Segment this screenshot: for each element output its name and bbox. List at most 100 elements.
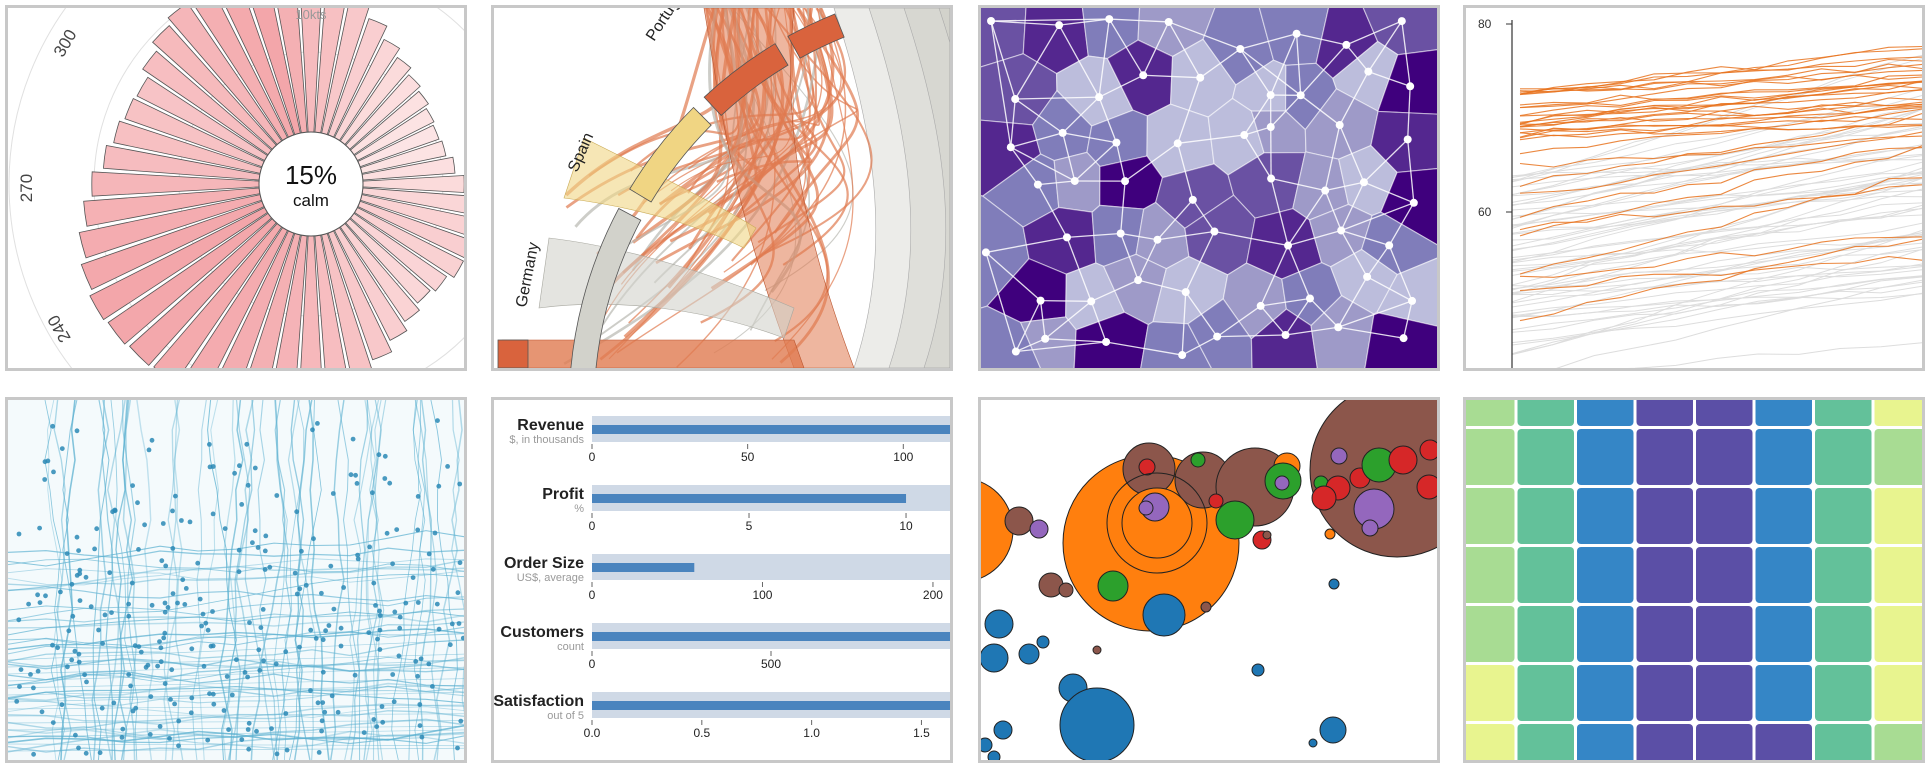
delaunay-edge [1217,334,1286,338]
data-point [371,717,377,722]
background-series [1511,172,1922,227]
data-point [157,724,163,729]
voronoi-cell [1099,155,1164,210]
data-point [353,472,358,478]
data-point [284,747,290,753]
background-series [1511,263,1922,304]
heatmap-cell [1517,488,1574,544]
data-point [170,591,176,596]
voronoi-site [1406,82,1415,91]
background-series [1511,159,1922,188]
data-point [205,627,211,633]
data-point [130,483,135,488]
data-point [76,659,82,665]
data-point [229,692,235,698]
bullet-chart: Revenue$, in thousands 0 50 100 Profit% 0 5 10 O… [494,416,950,740]
y-tick-60: 60 [1478,205,1492,219]
delaunay-edge [1120,181,1126,234]
heatmap-cell [1466,488,1515,544]
radial-wind-chart: 15% calm 10kts 300 270 240 [8,8,464,368]
data-point [69,581,75,587]
line-chart-tile[interactable]: 80 60 [1463,5,1925,371]
voronoi-site [1337,226,1346,235]
data-point [169,667,175,673]
data-point [97,750,103,756]
data-point [148,694,154,699]
voronoi-site [1105,15,1114,24]
data-point [50,720,56,725]
delaunay-edge [1368,70,1411,87]
radial-wind-chart-tile[interactable]: 15% calm 10kts 300 270 240 [5,5,467,371]
bubble-red [1419,439,1437,461]
chord-ribbon [642,8,842,205]
data-point [211,701,217,707]
dense-line-field-tile[interactable] [5,397,467,763]
heatmap-cell [1466,429,1515,485]
data-point [397,614,403,620]
data-point [435,418,440,423]
heatmap-cell [1577,400,1634,426]
delaunay-edge [1010,98,1016,148]
voronoi-site [1267,174,1276,183]
background-series [1511,95,1922,179]
data-point [320,700,326,705]
bubble-green [1215,500,1255,540]
heatmap-cell [1636,429,1693,485]
delaunay-edge [1240,33,1297,50]
bubble-blue [1018,643,1040,665]
data-point [210,511,216,517]
data-point [210,609,215,614]
data-point [384,530,390,536]
highlighted-series [1519,135,1922,168]
data-point [458,718,464,724]
delaunay-edge [1340,202,1415,232]
data-point [42,459,48,465]
bullet-measure [592,632,950,641]
bullet-chart-tile[interactable]: Revenue $, in thousands 0 50 100 Profit% 0 5 10 O… [491,397,953,763]
bubble-chart-tile[interactable] [978,397,1440,763]
data-point [335,709,341,715]
data-point [245,482,251,488]
chord-diagram-tile[interactable]: Portugal Spain Germany [491,5,953,371]
heatmap-cell [1696,429,1753,485]
heatmap-cell [1636,665,1693,721]
delaunay-edge [1010,146,1039,185]
voronoi-site [1036,296,1045,305]
data-point [297,586,303,592]
trajectory-line [8,724,464,744]
data-point [319,728,324,734]
heatmap-cell [1815,606,1872,662]
data-point [303,582,309,588]
delaunay-edge [1270,33,1298,96]
data-point [390,672,396,677]
heatmap-cell [1874,547,1922,603]
heatmap-cell [1517,400,1574,426]
data-point [418,656,424,662]
bubble-purple [1138,500,1154,516]
trajectory-line [250,400,286,760]
trajectory-line [451,400,464,714]
voronoi-diagram-tile[interactable] [978,5,1440,371]
data-point [100,641,105,646]
data-point [188,710,194,716]
trajectory-line [8,747,464,752]
delaunay-edge [1214,230,1289,247]
highlighted-series [1519,105,1922,141]
background-series [1511,182,1922,234]
delaunay-edge [990,20,1012,148]
data-point [126,601,131,607]
data-point [403,600,409,606]
voronoi-site [1095,93,1104,102]
data-point [210,464,216,469]
voronoi-site [1266,123,1275,132]
voronoi-site [1236,44,1245,53]
heatmap [1466,400,1922,760]
delaunay-edge [1010,132,1063,148]
bubble-outline [1106,472,1208,574]
voronoi-site [1409,198,1418,207]
background-series [1511,54,1922,183]
heatmap-tile[interactable] [1463,397,1925,763]
data-point [410,575,416,580]
heatmap-cell [1636,488,1693,544]
highlighted-series [1519,89,1922,128]
